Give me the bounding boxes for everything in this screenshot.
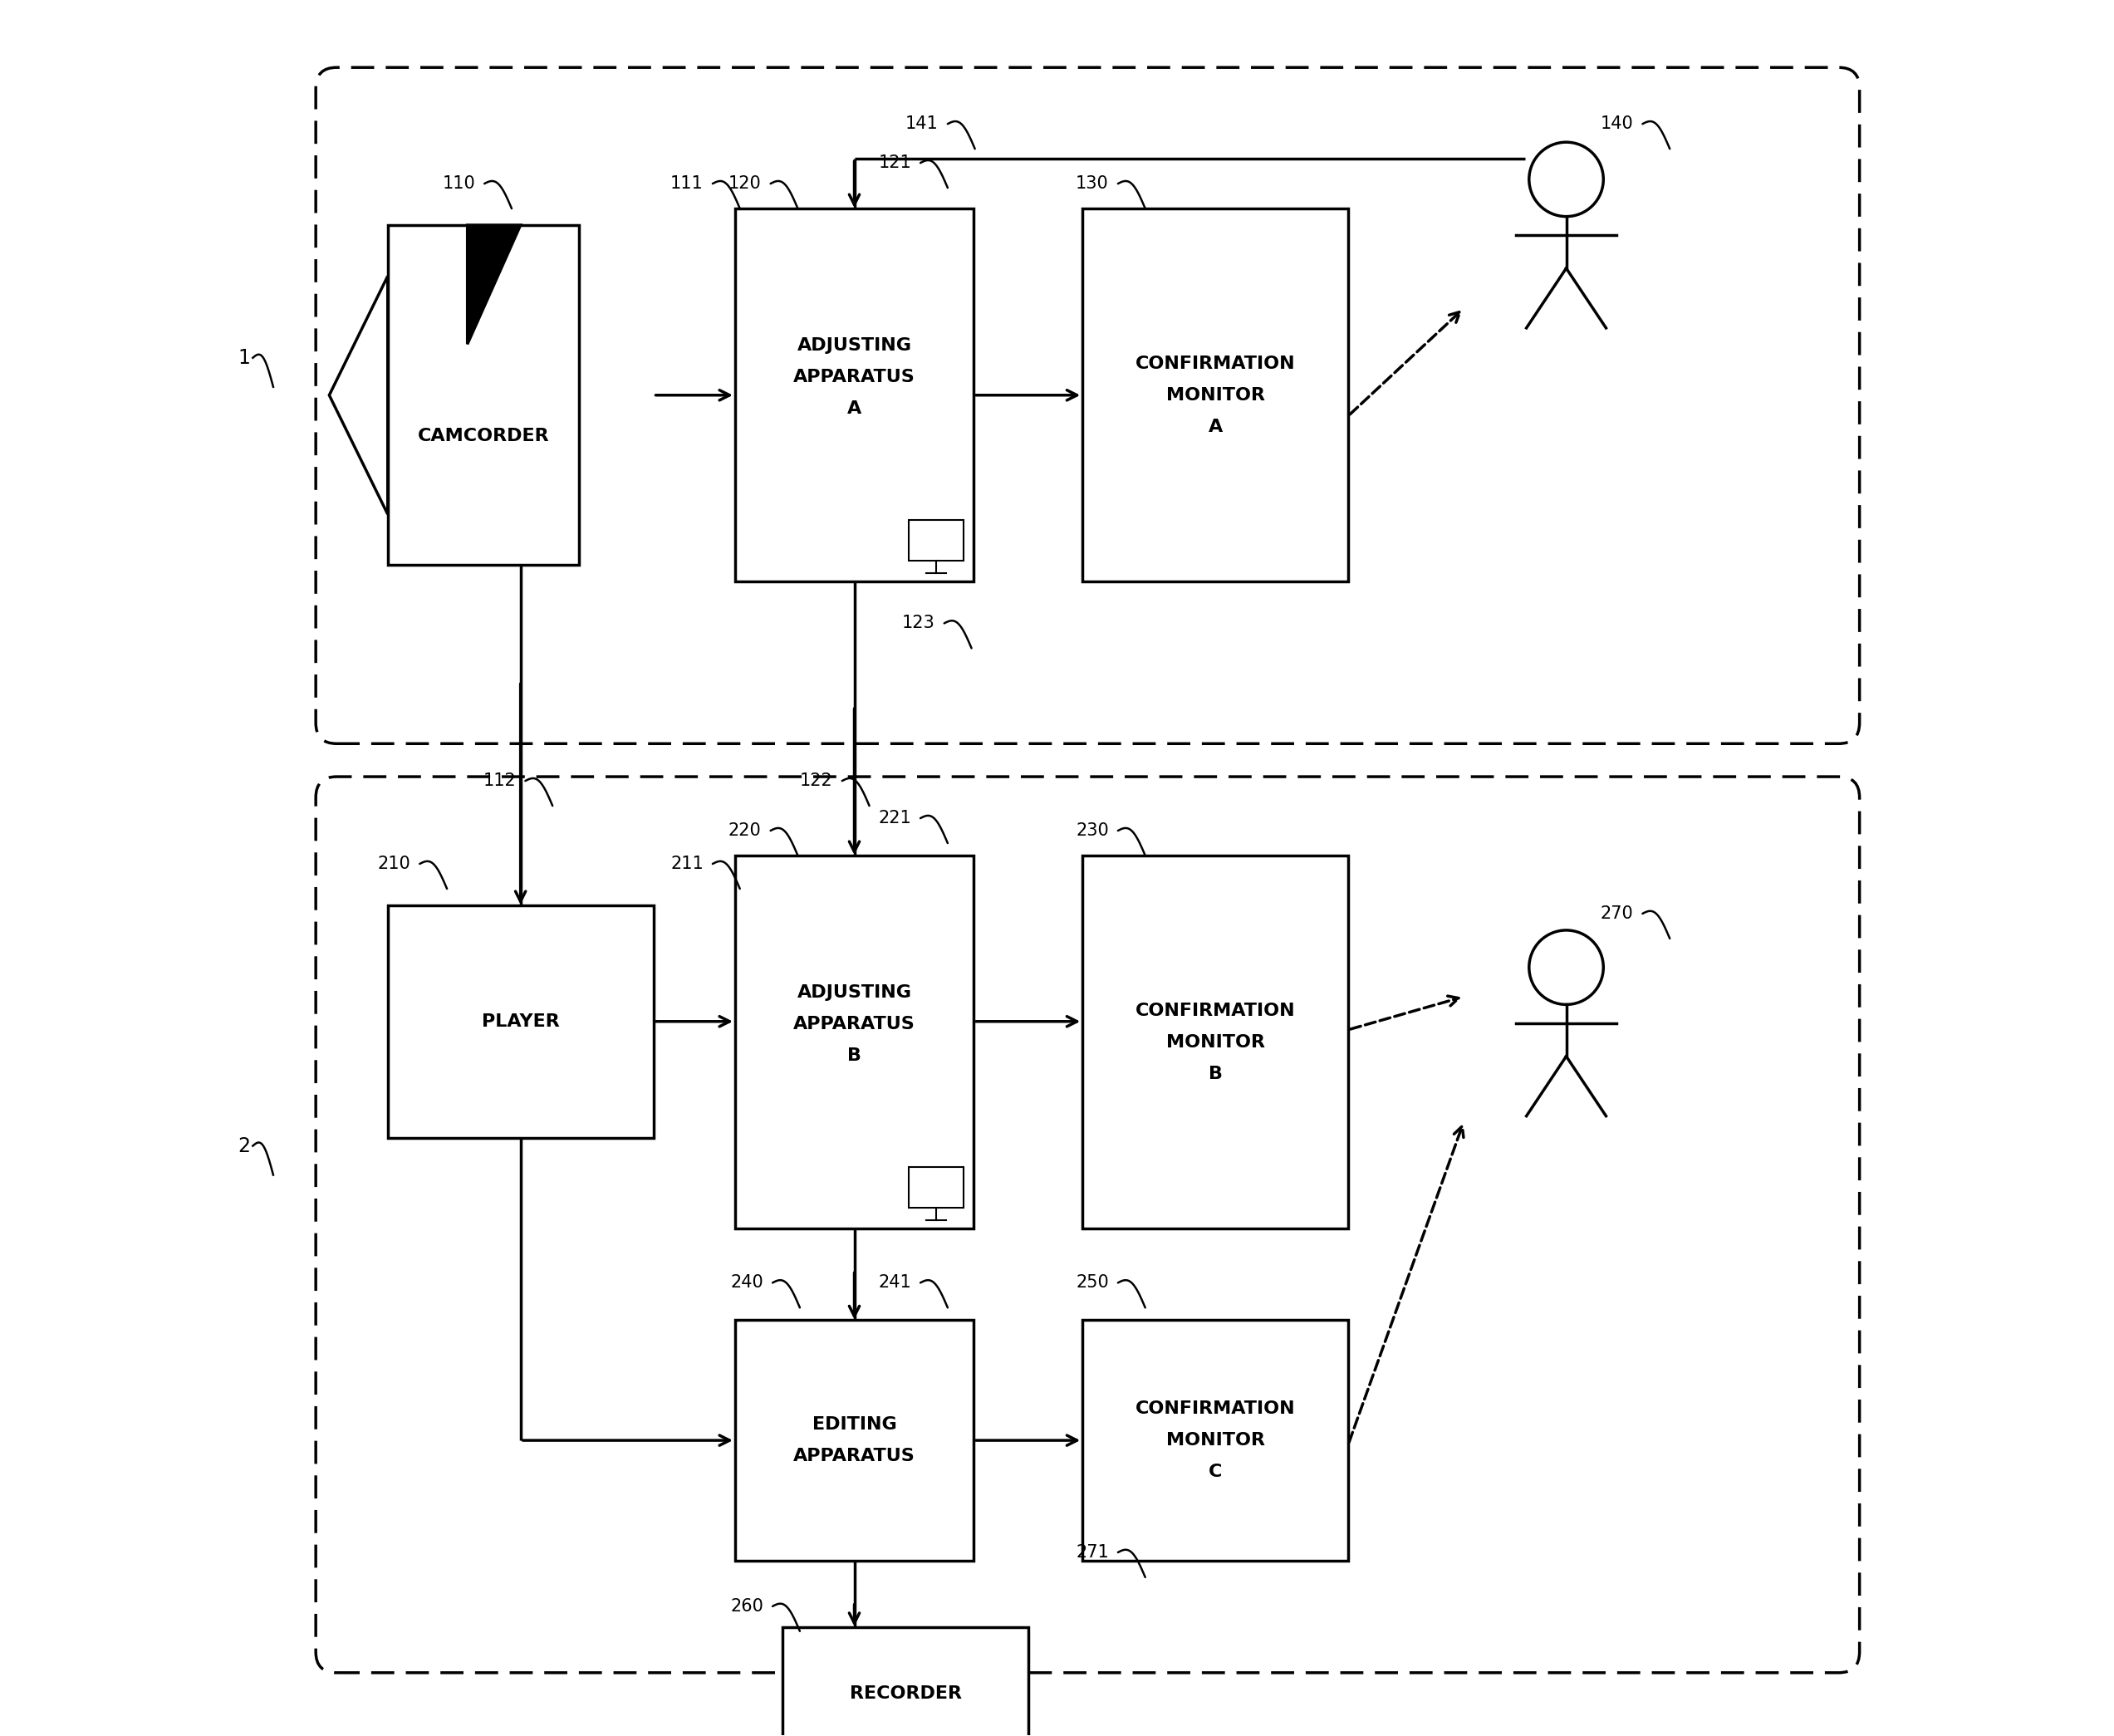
Bar	[909, 1167, 964, 1208]
Text: MONITOR: MONITOR	[1167, 1432, 1264, 1448]
Text: A: A	[848, 399, 863, 417]
Text: APPARATUS: APPARATUS	[793, 1448, 915, 1465]
Text: 220: 220	[729, 823, 761, 838]
Bar	[909, 519, 964, 561]
Text: APPARATUS: APPARATUS	[793, 1016, 915, 1033]
Text: CONFIRMATION: CONFIRMATION	[1135, 1002, 1296, 1019]
Bar	[736, 856, 975, 1229]
Text: B: B	[848, 1047, 860, 1064]
Text: 110: 110	[442, 175, 476, 193]
Text: 130: 130	[1076, 175, 1108, 193]
Text: RECORDER: RECORDER	[850, 1686, 962, 1701]
Text: 240: 240	[729, 1274, 763, 1292]
Text: 211: 211	[670, 856, 704, 871]
Text: PLAYER: PLAYER	[482, 1014, 560, 1029]
Bar	[1082, 856, 1349, 1229]
Text: 111: 111	[670, 175, 704, 193]
Text: ADJUSTING: ADJUSTING	[797, 984, 911, 1000]
Text: A: A	[1209, 418, 1222, 436]
Text: 123: 123	[903, 615, 934, 632]
Bar	[387, 226, 579, 566]
Text: 120: 120	[729, 175, 761, 193]
Text: 230: 230	[1076, 823, 1108, 838]
Text: C: C	[1209, 1463, 1222, 1481]
Text: 121: 121	[877, 155, 911, 172]
Text: 140: 140	[1600, 116, 1634, 132]
Bar	[1082, 1319, 1349, 1561]
Text: 221: 221	[877, 811, 911, 826]
Text: 2: 2	[237, 1135, 249, 1156]
Bar	[1082, 208, 1349, 582]
Text: 250: 250	[1076, 1274, 1108, 1292]
Bar	[782, 1627, 1027, 1736]
Bar	[387, 906, 653, 1137]
Text: CONFIRMATION: CONFIRMATION	[1135, 356, 1296, 372]
Text: 210: 210	[378, 856, 410, 871]
Bar	[736, 1319, 975, 1561]
Text: MONITOR: MONITOR	[1167, 387, 1264, 403]
Text: B: B	[1209, 1066, 1222, 1082]
Text: 260: 260	[729, 1597, 763, 1614]
Text: EDITING: EDITING	[812, 1417, 896, 1432]
Text: 141: 141	[905, 116, 939, 132]
Polygon shape	[467, 226, 520, 344]
Text: 122: 122	[799, 773, 833, 790]
Text: 112: 112	[484, 773, 516, 790]
Text: APPARATUS: APPARATUS	[793, 368, 915, 385]
Text: CONFIRMATION: CONFIRMATION	[1135, 1401, 1296, 1417]
Bar	[736, 208, 975, 582]
Polygon shape	[330, 276, 387, 514]
Text: 270: 270	[1600, 904, 1634, 922]
Text: ADJUSTING: ADJUSTING	[797, 337, 911, 354]
Text: CAMCORDER: CAMCORDER	[416, 427, 550, 444]
Text: 271: 271	[1076, 1543, 1108, 1561]
Text: 1: 1	[237, 347, 249, 368]
Text: MONITOR: MONITOR	[1167, 1035, 1264, 1050]
Text: 241: 241	[877, 1274, 911, 1292]
